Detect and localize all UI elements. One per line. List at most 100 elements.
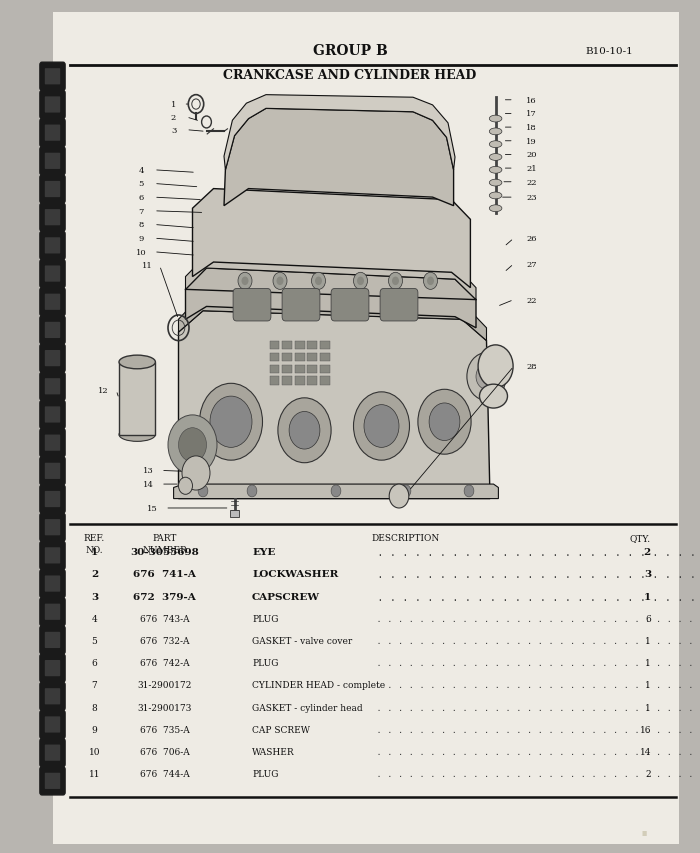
FancyBboxPatch shape (45, 69, 60, 85)
Text: NUMBER: NUMBER (142, 545, 187, 554)
FancyBboxPatch shape (380, 289, 418, 322)
Text: 4: 4 (139, 166, 144, 175)
FancyBboxPatch shape (40, 260, 65, 288)
Text: 14: 14 (143, 480, 154, 489)
Circle shape (198, 485, 208, 497)
Circle shape (276, 277, 284, 286)
Bar (282, 353, 292, 362)
Polygon shape (186, 256, 476, 300)
Polygon shape (178, 294, 486, 341)
Polygon shape (224, 109, 454, 206)
FancyBboxPatch shape (45, 97, 60, 113)
Text: . . . . . . . . . . . . . . . . . . . . . . . . . . . . . . . . . . . . . .: . . . . . . . . . . . . . . . . . . . . … (371, 681, 700, 690)
Text: 8: 8 (139, 221, 144, 229)
Ellipse shape (480, 385, 508, 409)
FancyBboxPatch shape (282, 289, 320, 322)
Text: 19: 19 (526, 137, 537, 146)
Text: 31-2900173: 31-2900173 (137, 703, 192, 712)
FancyBboxPatch shape (40, 288, 65, 316)
FancyBboxPatch shape (40, 401, 65, 429)
Text: GASKET - cylinder head: GASKET - cylinder head (252, 703, 363, 712)
Ellipse shape (489, 142, 502, 148)
Ellipse shape (489, 167, 502, 174)
Text: 1: 1 (645, 681, 651, 690)
Bar (270, 377, 279, 386)
Text: 4: 4 (92, 614, 97, 624)
FancyBboxPatch shape (45, 632, 60, 648)
FancyBboxPatch shape (45, 407, 60, 423)
Text: 16: 16 (640, 725, 651, 734)
Text: . . . . . . . . . . . . . . . . . . . . . . . . . . . . . . . . . . . . . .: . . . . . . . . . . . . . . . . . . . . … (371, 725, 700, 734)
Text: CAP SCREW: CAP SCREW (252, 725, 310, 734)
FancyBboxPatch shape (40, 429, 65, 457)
Text: 11: 11 (141, 262, 153, 270)
Ellipse shape (119, 356, 155, 369)
Text: 9: 9 (92, 725, 97, 734)
FancyBboxPatch shape (40, 204, 65, 232)
Text: GROUP B: GROUP B (313, 44, 387, 58)
Circle shape (424, 273, 438, 290)
Text: GASKET - valve cover: GASKET - valve cover (252, 636, 352, 646)
FancyBboxPatch shape (40, 148, 65, 176)
Bar (282, 341, 292, 350)
FancyBboxPatch shape (233, 289, 271, 322)
Ellipse shape (119, 428, 155, 442)
Text: PLUG: PLUG (252, 769, 279, 779)
FancyBboxPatch shape (40, 739, 65, 767)
Ellipse shape (489, 154, 502, 161)
Polygon shape (224, 96, 455, 171)
FancyBboxPatch shape (45, 604, 60, 620)
Text: PLUG: PLUG (252, 614, 279, 624)
Text: 15: 15 (147, 504, 158, 513)
Text: 1: 1 (645, 703, 651, 712)
Text: PART: PART (153, 533, 176, 543)
Text: . . . . . . . . . . . . . . . . . . . . . . . . . . . . . . . . . . . . . .: . . . . . . . . . . . . . . . . . . . . … (371, 548, 700, 558)
Text: 5: 5 (139, 180, 144, 189)
Text: 1: 1 (171, 101, 176, 109)
FancyBboxPatch shape (331, 289, 369, 322)
Circle shape (354, 392, 410, 461)
FancyBboxPatch shape (45, 266, 60, 282)
FancyBboxPatch shape (40, 232, 65, 260)
Polygon shape (174, 485, 498, 499)
Text: REF.: REF. (84, 533, 105, 543)
Ellipse shape (489, 116, 502, 123)
Bar (295, 377, 304, 386)
Text: 3: 3 (644, 570, 651, 579)
Circle shape (289, 412, 320, 450)
Text: 17: 17 (526, 110, 537, 119)
FancyBboxPatch shape (40, 570, 65, 598)
Text: 20: 20 (526, 151, 537, 160)
Text: 8: 8 (92, 703, 97, 712)
Circle shape (315, 277, 322, 286)
Text: 676  735-A: 676 735-A (139, 725, 190, 734)
Text: 30-3055698: 30-3055698 (130, 548, 199, 557)
Bar (307, 365, 317, 374)
Text: 5: 5 (92, 636, 97, 646)
FancyBboxPatch shape (40, 682, 65, 711)
Text: 28: 28 (526, 363, 537, 371)
FancyBboxPatch shape (45, 210, 60, 226)
FancyBboxPatch shape (40, 373, 65, 401)
Circle shape (354, 273, 368, 290)
Ellipse shape (489, 206, 502, 212)
Bar (270, 365, 279, 374)
Text: 7: 7 (139, 207, 144, 216)
Text: 1: 1 (645, 659, 651, 668)
Text: 1: 1 (645, 636, 651, 646)
Text: 21: 21 (526, 165, 537, 173)
Text: 10: 10 (89, 747, 100, 757)
Text: 676  744-A: 676 744-A (139, 769, 190, 779)
FancyBboxPatch shape (45, 688, 60, 705)
Text: LOCKWASHER: LOCKWASHER (252, 570, 338, 579)
Text: 31-2900172: 31-2900172 (137, 681, 192, 690)
Text: CAPSCREW: CAPSCREW (252, 592, 320, 601)
FancyBboxPatch shape (40, 626, 65, 654)
Circle shape (178, 478, 192, 495)
FancyBboxPatch shape (40, 711, 65, 739)
Bar (307, 377, 317, 386)
Text: 18: 18 (526, 124, 537, 132)
Bar (119, 363, 155, 435)
Circle shape (331, 485, 341, 497)
FancyBboxPatch shape (45, 660, 60, 676)
